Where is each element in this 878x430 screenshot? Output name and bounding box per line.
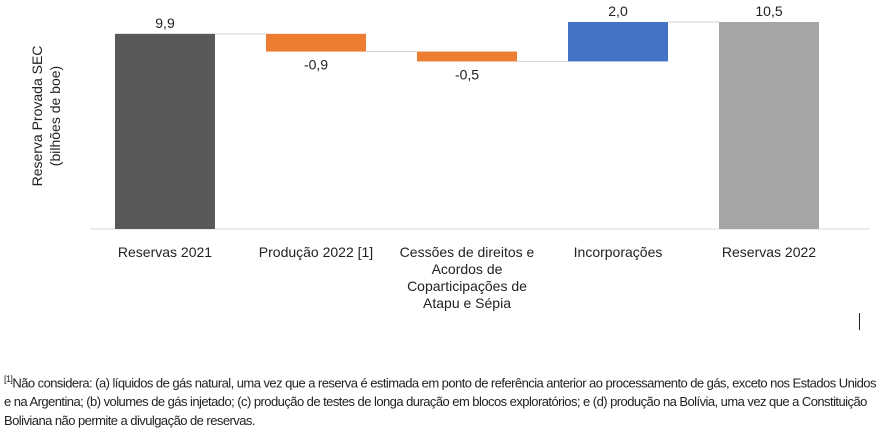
data-label-2: -0,5 bbox=[455, 66, 479, 82]
data-label-1: -0,9 bbox=[304, 57, 328, 73]
x-tick-label-2: Cessões de direitos e bbox=[400, 244, 535, 260]
x-tick-label-1: Produção 2022 [1] bbox=[259, 244, 373, 260]
bar-1 bbox=[266, 33, 366, 52]
bar-3 bbox=[568, 22, 668, 62]
footnote: [1]Não considera: (a) líquidos de gás na… bbox=[4, 370, 876, 430]
data-label-0: 9,9 bbox=[155, 15, 175, 31]
x-tick-label-3: Incorporações bbox=[574, 244, 663, 260]
x-tick-label-4: Reservas 2022 bbox=[722, 244, 816, 260]
x-tick-label-2: Atapu e Sépia bbox=[423, 295, 511, 311]
bar-0 bbox=[115, 33, 215, 230]
y-axis-label-line1: Reserva Provada SEC bbox=[29, 46, 45, 187]
text-cursor bbox=[859, 313, 860, 330]
data-label-3: 2,0 bbox=[608, 3, 628, 19]
waterfall-chart: Reserva Provada SEC (bilhões de boe) 9,9… bbox=[29, 3, 870, 311]
x-tick-label-2: Acordos de bbox=[432, 261, 503, 277]
x-tick-label-0: Reservas 2021 bbox=[118, 244, 212, 260]
data-label-4: 10,5 bbox=[755, 3, 782, 19]
y-axis-label-line2: (bilhões de boe) bbox=[47, 66, 63, 166]
bar-2 bbox=[417, 51, 517, 62]
bar-4 bbox=[719, 22, 819, 229]
footnote-text: Não considera: (a) líquidos de gás natur… bbox=[4, 375, 876, 429]
x-tick-label-2: Coparticipações de bbox=[407, 278, 527, 294]
footnote-marker: [1] bbox=[4, 374, 13, 384]
